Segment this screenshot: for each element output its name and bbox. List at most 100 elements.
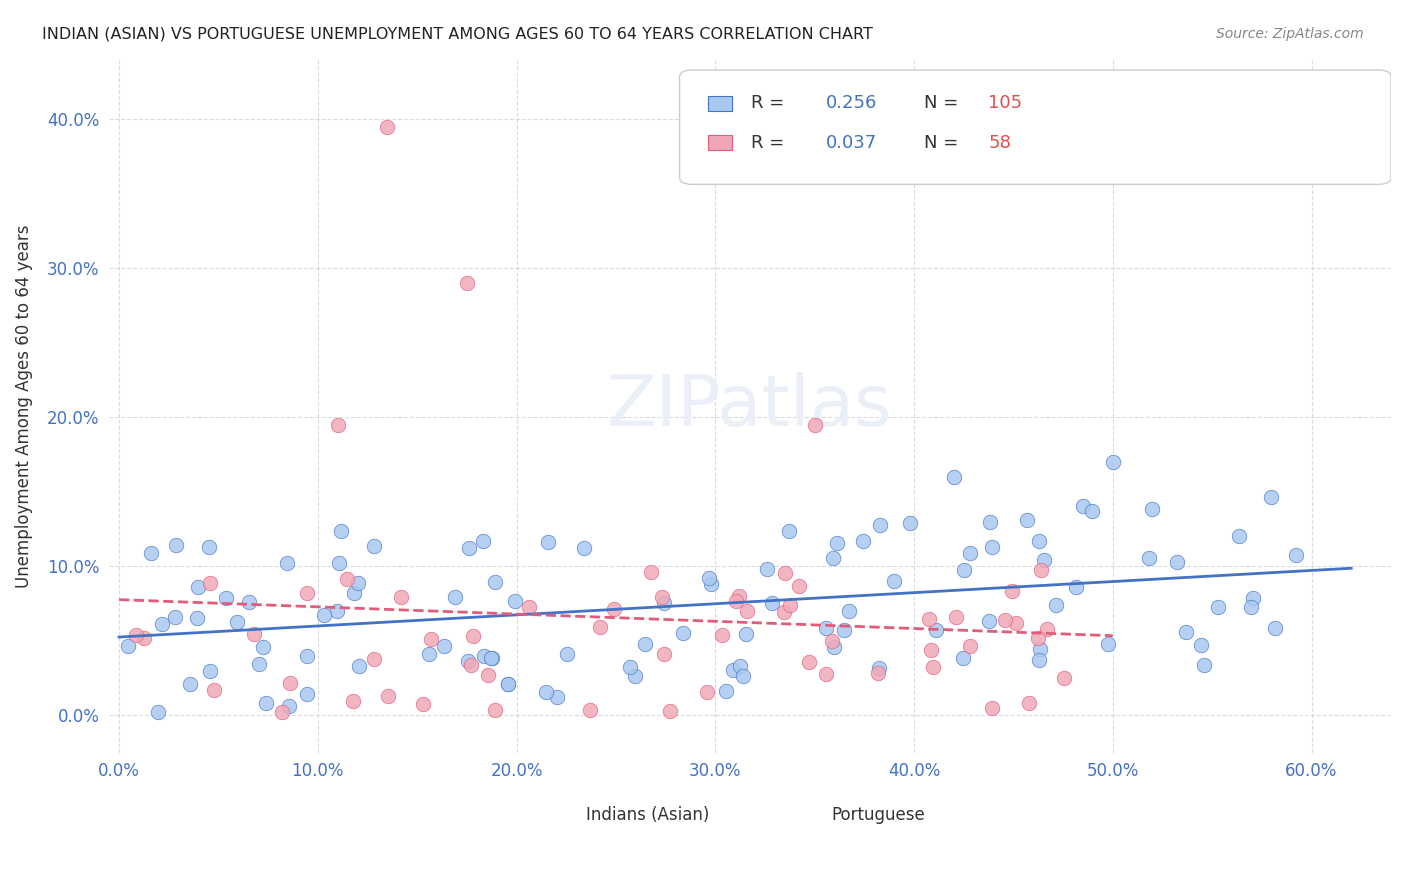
- Point: [761, 596, 783, 610]
- Text: ZIPatlas: ZIPatlas: [607, 372, 893, 441]
- Text: Portuguese: Portuguese: [831, 806, 925, 824]
- Point: [148, 705, 170, 719]
- Point: [815, 621, 838, 635]
- Point: [457, 541, 479, 555]
- Point: [959, 546, 981, 560]
- Point: [852, 533, 875, 548]
- Point: [823, 640, 845, 654]
- Point: [477, 668, 499, 682]
- Point: [866, 665, 889, 680]
- Point: [1140, 502, 1163, 516]
- Point: [981, 540, 1004, 554]
- Point: [163, 610, 186, 624]
- Point: [1036, 622, 1059, 636]
- FancyBboxPatch shape: [679, 70, 1391, 185]
- Point: [198, 665, 221, 679]
- Point: [869, 518, 891, 533]
- Point: [295, 586, 318, 600]
- Point: [433, 639, 456, 653]
- Point: [456, 276, 478, 290]
- Point: [389, 590, 412, 604]
- Point: [1191, 638, 1213, 652]
- Point: [1192, 657, 1215, 672]
- Point: [472, 534, 495, 549]
- Point: [346, 575, 368, 590]
- Point: [883, 574, 905, 589]
- Point: [460, 658, 482, 673]
- Point: [179, 677, 201, 691]
- Point: [734, 627, 756, 641]
- Point: [1175, 624, 1198, 639]
- Point: [484, 575, 506, 590]
- Point: [1101, 455, 1123, 469]
- Point: [1241, 591, 1264, 606]
- Point: [375, 120, 398, 134]
- Point: [579, 703, 602, 717]
- Point: [363, 652, 385, 666]
- Point: [215, 591, 238, 606]
- Point: [150, 616, 173, 631]
- Point: [517, 600, 540, 615]
- Point: [953, 563, 976, 577]
- Point: [659, 704, 682, 718]
- Point: [534, 684, 557, 698]
- Point: [710, 627, 733, 641]
- Point: [922, 660, 945, 674]
- Point: [326, 417, 349, 432]
- Text: 0.037: 0.037: [825, 134, 877, 152]
- Point: [271, 705, 294, 719]
- Point: [141, 546, 163, 560]
- Point: [546, 690, 568, 705]
- Point: [343, 586, 366, 600]
- Point: [326, 603, 349, 617]
- Point: [1028, 632, 1050, 646]
- Point: [797, 655, 820, 669]
- Point: [295, 688, 318, 702]
- Point: [202, 682, 225, 697]
- Point: [496, 677, 519, 691]
- Point: [959, 639, 981, 653]
- Point: [1073, 500, 1095, 514]
- Point: [1045, 598, 1067, 612]
- Point: [838, 604, 860, 618]
- Point: [1166, 555, 1188, 569]
- FancyBboxPatch shape: [707, 95, 731, 111]
- Point: [695, 685, 717, 699]
- Y-axis label: Unemployment Among Ages 60 to 64 years: Unemployment Among Ages 60 to 64 years: [15, 225, 32, 588]
- Point: [498, 677, 520, 691]
- Text: Source: ZipAtlas.com: Source: ZipAtlas.com: [1216, 27, 1364, 41]
- Point: [756, 562, 779, 576]
- Point: [994, 614, 1017, 628]
- Point: [779, 599, 801, 613]
- Point: [419, 632, 441, 647]
- Point: [1032, 552, 1054, 566]
- Point: [336, 572, 359, 586]
- Point: [733, 669, 755, 683]
- Point: [165, 537, 187, 551]
- Point: [821, 550, 844, 565]
- Point: [619, 660, 641, 674]
- Point: [278, 676, 301, 690]
- Point: [724, 593, 747, 607]
- Point: [277, 698, 299, 713]
- Point: [1260, 491, 1282, 505]
- Point: [200, 575, 222, 590]
- Point: [652, 596, 675, 610]
- Point: [697, 571, 720, 585]
- Point: [117, 639, 139, 653]
- Point: [832, 623, 855, 637]
- Point: [247, 657, 270, 671]
- Point: [868, 661, 890, 675]
- Point: [1028, 653, 1050, 667]
- Point: [1018, 696, 1040, 710]
- Text: Indians (Asian): Indians (Asian): [586, 806, 709, 824]
- Point: [825, 536, 848, 550]
- Point: [1137, 550, 1160, 565]
- Point: [772, 605, 794, 619]
- Point: [276, 556, 298, 570]
- Point: [328, 556, 350, 570]
- Point: [444, 590, 467, 604]
- Point: [898, 516, 921, 530]
- Point: [377, 690, 399, 704]
- FancyBboxPatch shape: [821, 806, 852, 822]
